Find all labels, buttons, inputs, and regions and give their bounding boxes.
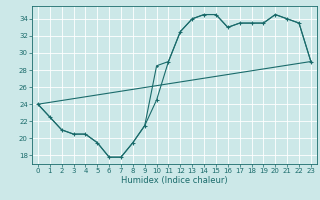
X-axis label: Humidex (Indice chaleur): Humidex (Indice chaleur)	[121, 176, 228, 185]
